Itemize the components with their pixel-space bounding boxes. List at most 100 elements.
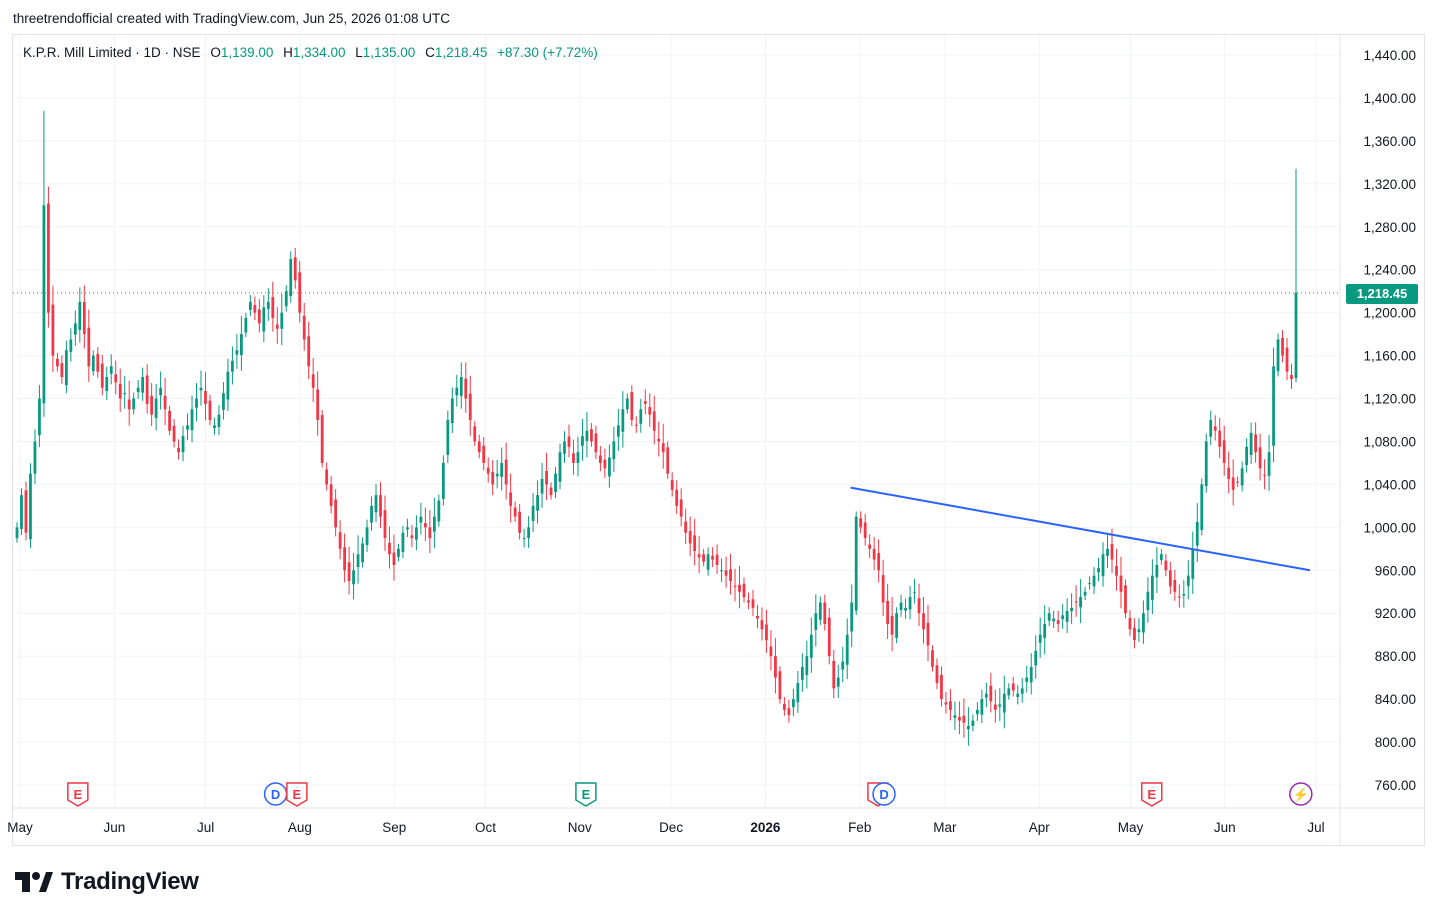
candle-body [1133, 627, 1136, 641]
candle-body [760, 620, 764, 630]
candle-body [634, 424, 638, 426]
x-tick-label: Oct [475, 820, 496, 835]
candle-body [980, 699, 984, 715]
candle-body [423, 523, 427, 528]
candle-body [769, 646, 773, 657]
candle-body [778, 671, 782, 700]
split-marker[interactable] [575, 782, 597, 807]
candle-body [1213, 426, 1217, 431]
candle-body [320, 415, 324, 463]
x-tick-label: Feb [848, 820, 871, 835]
candle-body [38, 398, 41, 436]
legend-open: 1,139.00 [220, 45, 274, 60]
candle-body [724, 570, 728, 576]
candle-body [971, 720, 975, 726]
candle-body [612, 441, 616, 460]
candle-body [859, 518, 863, 528]
candle-body [33, 441, 37, 474]
earnings-marker[interactable] [1141, 782, 1163, 807]
candle-body [774, 656, 777, 678]
candle-body [468, 393, 472, 420]
x-tick-label: May [1118, 820, 1144, 835]
earnings-marker[interactable] [286, 782, 308, 807]
candle-body [370, 505, 373, 523]
candle-body [1052, 618, 1056, 622]
trendline[interactable] [850, 486, 1311, 572]
candle-body [827, 617, 831, 657]
candle-body [1155, 564, 1159, 578]
candle-body [832, 661, 836, 689]
candle-body [581, 436, 584, 446]
candle-body [69, 339, 73, 352]
candle-body [118, 384, 122, 399]
candle-body [100, 363, 104, 388]
candle-body [666, 447, 670, 474]
candle-body [388, 542, 391, 555]
candle-body [1231, 477, 1235, 490]
candle-body [1204, 441, 1208, 487]
candle-body [518, 511, 522, 533]
candle-body [208, 400, 212, 420]
dividend-marker[interactable] [872, 782, 896, 806]
legend-symbol: K.P.R. Mill Limited · 1D · NSE [23, 45, 201, 60]
candle-body [845, 634, 849, 665]
candle-body [334, 499, 338, 528]
candle-body [1034, 650, 1038, 666]
candle-body [42, 205, 46, 404]
candle-body [711, 555, 714, 560]
candle-body [1159, 554, 1163, 561]
x-tick-label: Jul [197, 820, 214, 835]
candle-body [931, 650, 934, 667]
candle-body [1164, 560, 1168, 571]
candle-body [1101, 554, 1105, 577]
ohlc-legend: K.P.R. Mill Limited · 1D · NSE O1,139.00… [23, 45, 598, 60]
candle-body [1276, 339, 1280, 372]
candle-body [738, 584, 741, 592]
candle-body [406, 527, 409, 530]
candle-body [679, 499, 683, 517]
candle-body [109, 366, 113, 374]
candle-body [814, 613, 818, 630]
candle-body [1200, 484, 1204, 531]
candle-body [1254, 434, 1258, 453]
earnings-marker[interactable] [67, 782, 89, 807]
x-tick-label: Jun [103, 820, 125, 835]
candle-body [1016, 693, 1020, 697]
candle-body [217, 414, 221, 427]
candle-body [625, 398, 629, 410]
dividend-glyph: D [879, 787, 888, 802]
chart-frame [12, 34, 1425, 846]
candle-body [549, 487, 553, 496]
candle-body [661, 443, 665, 453]
candle-body [527, 527, 530, 539]
candle-body [1088, 583, 1091, 585]
flash-marker[interactable] [1289, 782, 1313, 806]
candle-body [455, 387, 459, 396]
candle-body [572, 453, 575, 463]
candle-body [1209, 420, 1213, 437]
candle-body [1272, 366, 1275, 446]
candle-body [783, 703, 786, 710]
candle-body [446, 420, 450, 455]
candle-body [590, 429, 593, 442]
candle-body [908, 597, 912, 610]
y-tick-label: 1,000.00 [1363, 520, 1416, 535]
y-tick-label: 840.00 [1375, 692, 1416, 707]
candle-body [486, 467, 490, 474]
candle-body [280, 312, 284, 329]
tradingview-brand[interactable]: TradingView [15, 868, 199, 896]
candle-body [522, 538, 526, 540]
candle-body [940, 674, 943, 700]
candle-body [1043, 623, 1047, 638]
y-tick-label: 1,360.00 [1363, 134, 1416, 149]
candle-body [1151, 575, 1154, 600]
candle-body [432, 516, 436, 532]
legend-close-label: C [425, 45, 435, 60]
candle-body [545, 470, 548, 485]
candle-body [616, 425, 620, 437]
candle-body [338, 532, 342, 549]
candle-body [1227, 467, 1231, 480]
candle-body [213, 425, 216, 429]
candle-body [1146, 591, 1150, 611]
